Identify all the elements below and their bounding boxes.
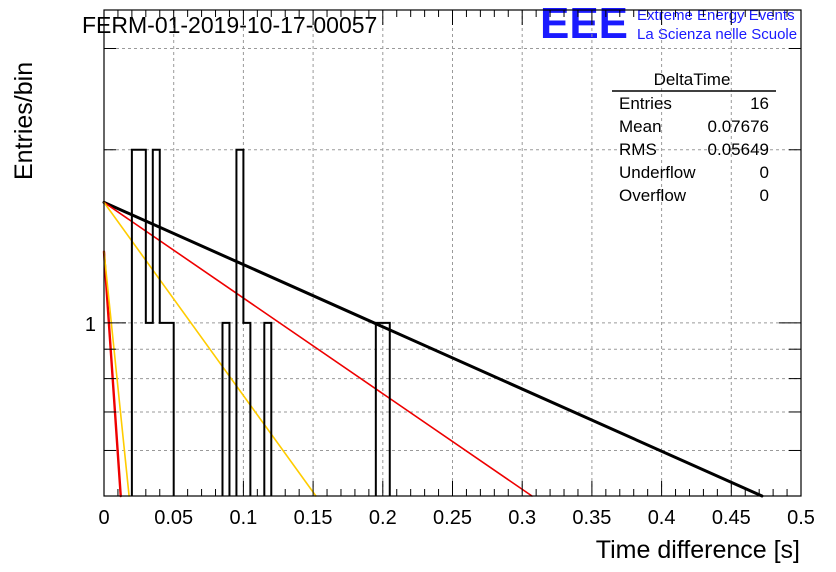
stats-value: 0.07676	[708, 117, 769, 136]
stats-box: DeltaTime Entries 16 Mean 0.07676 RMS 0.…	[612, 70, 776, 205]
fit-lines	[102, 200, 764, 498]
x-tick-label: 0.05	[154, 507, 193, 529]
x-tick-label: 0.35	[572, 507, 611, 529]
x-tick-label: 0.3	[508, 507, 536, 529]
axis-ticks	[103, 10, 802, 497]
fit-line	[103, 201, 317, 497]
logo-mark: EEE	[540, 0, 628, 48]
x-tick-label: 0.2	[369, 507, 397, 529]
stats-value: 0	[760, 186, 769, 205]
x-tick-labels: 0 0.05 0.1 0.15 0.2 0.25 0.3 0.35 0.4 0.45 0.5	[98, 507, 814, 529]
fit-line	[103, 250, 130, 497]
fit-line	[103, 201, 533, 497]
stats-label: RMS	[619, 140, 657, 159]
x-tick-label: 0.25	[433, 507, 472, 529]
stats-label: Entries	[619, 94, 672, 113]
logo: EEE Extreme Energy Events La Scienza nel…	[540, 0, 797, 48]
x-tick-label: 0.5	[787, 507, 815, 529]
fit-line	[102, 200, 764, 498]
x-tick-label: 0	[98, 507, 109, 529]
stats-label: Overflow	[619, 186, 687, 205]
fit-line	[102, 250, 122, 498]
histogram-outline	[130, 148, 391, 496]
logo-line-1: Extreme Energy Events	[637, 7, 795, 24]
y-tick-label: 1	[85, 314, 96, 336]
logo-line-2: La Scienza nelle Scuole	[637, 26, 797, 43]
x-axis-label: Time difference [s]	[596, 536, 800, 564]
x-tick-label: 0.45	[712, 507, 751, 529]
y-tick-labels: 1	[85, 314, 96, 336]
x-tick-label: 0.15	[294, 507, 333, 529]
stats-value: 0	[760, 163, 769, 182]
stats-label: Underflow	[619, 163, 696, 182]
grid	[104, 10, 801, 496]
stats-value: 0.05649	[708, 140, 769, 159]
x-tick-label: 0.1	[229, 507, 257, 529]
y-axis-label: Entries/bin	[10, 62, 38, 180]
stats-value: 16	[750, 94, 769, 113]
stats-label: Mean	[619, 117, 662, 136]
x-tick-label: 0.4	[648, 507, 676, 529]
stats-title: DeltaTime	[654, 70, 731, 89]
